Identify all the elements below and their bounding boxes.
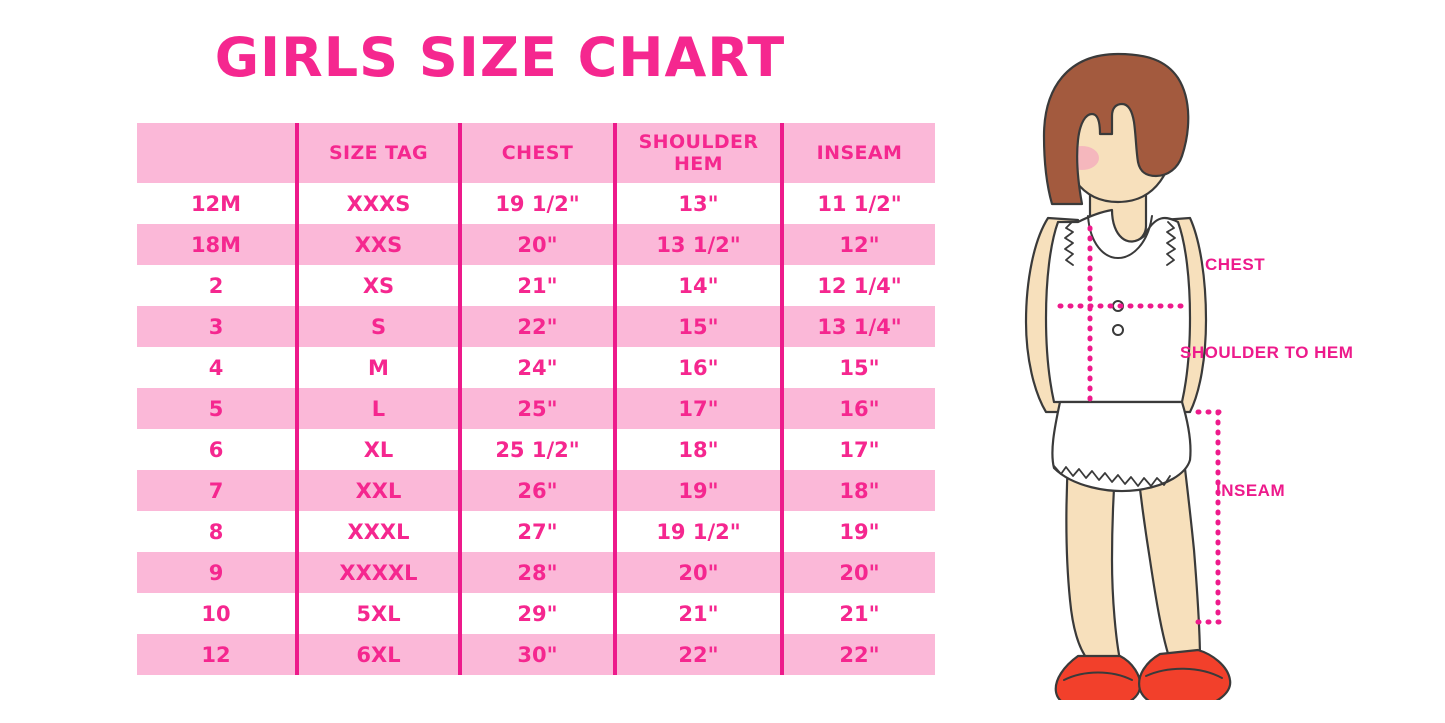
cell-inseam: 22": [780, 634, 935, 675]
cell-size: 12M: [137, 183, 297, 224]
table-row: 18M XXS 20" 13 1/2" 12": [137, 224, 935, 265]
cell-inseam: 12 1/4": [780, 265, 935, 306]
measurement-label-chest: CHEST: [1205, 255, 1266, 274]
cell-size-tag: S: [295, 306, 460, 347]
cell-size-tag: 6XL: [295, 634, 460, 675]
cell-chest: 19 1/2": [458, 183, 615, 224]
table-row: 12M XXXS 19 1/2" 13" 11 1/2": [137, 183, 935, 224]
cell-size: 7: [137, 470, 297, 511]
column-header-inseam: INSEAM: [780, 123, 935, 183]
cell-shoulder-hem: 17": [613, 388, 782, 429]
cell-shoulder-hem: 16": [613, 347, 782, 388]
cell-chest: 29": [458, 593, 615, 634]
hair: [1042, 52, 1190, 206]
skirt-ruffle-edge: [1053, 465, 1171, 487]
cell-chest: 30": [458, 634, 615, 675]
cell-size: 6: [137, 429, 297, 470]
cell-size-tag: XL: [295, 429, 460, 470]
left-shoe-strap: [1063, 671, 1133, 681]
cell-shoulder-hem: 15": [613, 306, 782, 347]
cell-chest: 24": [458, 347, 615, 388]
cell-size: 9: [137, 552, 297, 593]
cell-size-tag: XXS: [295, 224, 460, 265]
skirt: [1051, 400, 1192, 493]
table-row: 4 M 24" 16" 15": [137, 347, 935, 388]
cell-chest: 20": [458, 224, 615, 265]
measurement-label-shoulder-to-hem: SHOULDER TO HEM: [1180, 343, 1354, 362]
cell-chest: 28": [458, 552, 615, 593]
girl-figure-illustration: [960, 40, 1445, 700]
cell-shoulder-hem: 18": [613, 429, 782, 470]
cell-shoulder-hem: 19 1/2": [613, 511, 782, 552]
size-chart-table-container: SIZE TAG CHEST SHOULDER HEM INSEAM 12M XX…: [137, 123, 935, 676]
left-armhole-ruffle: [1064, 221, 1074, 266]
cell-shoulder-hem: 14": [613, 265, 782, 306]
column-header-size-tag: SIZE TAG: [295, 123, 460, 183]
cell-size: 4: [137, 347, 297, 388]
table-header-row: SIZE TAG CHEST SHOULDER HEM INSEAM: [137, 123, 935, 183]
cell-inseam: 21": [780, 593, 935, 634]
table-body: 12M XXXS 19 1/2" 13" 11 1/2" 18M XXS 20" 13 1/2"…: [137, 183, 935, 675]
cell-size-tag: M: [295, 347, 460, 388]
column-header-size: [137, 123, 297, 183]
cell-size-tag: XXXL: [295, 511, 460, 552]
cell-size-tag: XXXXL: [295, 552, 460, 593]
right-shoe: [1138, 648, 1232, 700]
right-armhole-ruffle: [1166, 221, 1176, 266]
column-header-shoulder-hem: SHOULDER HEM: [613, 123, 782, 183]
table-row: 3 S 22" 15" 13 1/4": [137, 306, 935, 347]
table-row: 8 XXXL 27" 19 1/2" 19": [137, 511, 935, 552]
cell-size: 18M: [137, 224, 297, 265]
table-row: 5 L 25" 17" 16": [137, 388, 935, 429]
cell-shoulder-hem: 22": [613, 634, 782, 675]
cell-inseam: 17": [780, 429, 935, 470]
cell-chest: 27": [458, 511, 615, 552]
cell-size: 3: [137, 306, 297, 347]
cell-size: 2: [137, 265, 297, 306]
cell-shoulder-hem: 13 1/2": [613, 224, 782, 265]
cell-size: 10: [137, 593, 297, 634]
cell-shoulder-hem: 13": [613, 183, 782, 224]
cell-size-tag: XXL: [295, 470, 460, 511]
cell-inseam: 13 1/4": [780, 306, 935, 347]
measurement-label-inseam: INSEAM: [1216, 481, 1286, 500]
cell-chest: 26": [458, 470, 615, 511]
cell-shoulder-hem: 19": [613, 470, 782, 511]
cell-size: 12: [137, 634, 297, 675]
table-row: 6 XL 25 1/2" 18" 17": [137, 429, 935, 470]
table-row: 2 XS 21" 14" 12 1/4": [137, 265, 935, 306]
cell-size: 5: [137, 388, 297, 429]
cell-inseam: 16": [780, 388, 935, 429]
table-row: 12 6XL 30" 22" 22": [137, 634, 935, 675]
right-shoe-strap: [1145, 667, 1223, 679]
cell-inseam: 12": [780, 224, 935, 265]
cell-inseam: 19": [780, 511, 935, 552]
button-lower: [1112, 324, 1124, 336]
left-shoe: [1054, 654, 1142, 700]
cell-inseam: 15": [780, 347, 935, 388]
cell-size-tag: L: [295, 388, 460, 429]
cell-size-tag: XXXS: [295, 183, 460, 224]
cell-shoulder-hem: 20": [613, 552, 782, 593]
cell-size-tag: 5XL: [295, 593, 460, 634]
cell-inseam: 20": [780, 552, 935, 593]
table-row: 10 5XL 29" 21" 21": [137, 593, 935, 634]
cell-chest: 25 1/2": [458, 429, 615, 470]
table-row: 9 XXXXL 28" 20" 20": [137, 552, 935, 593]
size-chart-table: SIZE TAG CHEST SHOULDER HEM INSEAM 12M XX…: [137, 123, 935, 675]
cell-shoulder-hem: 21": [613, 593, 782, 634]
cell-size: 8: [137, 511, 297, 552]
cell-chest: 21": [458, 265, 615, 306]
table-row: 7 XXL 26" 19" 18": [137, 470, 935, 511]
cell-inseam: 18": [780, 470, 935, 511]
neckline: [1087, 215, 1153, 259]
page-title: GIRLS SIZE CHART: [214, 26, 786, 89]
cell-chest: 25": [458, 388, 615, 429]
cell-chest: 22": [458, 306, 615, 347]
cell-size-tag: XS: [295, 265, 460, 306]
column-header-chest: CHEST: [458, 123, 615, 183]
table-header: SIZE TAG CHEST SHOULDER HEM INSEAM: [137, 123, 935, 183]
cell-inseam: 11 1/2": [780, 183, 935, 224]
